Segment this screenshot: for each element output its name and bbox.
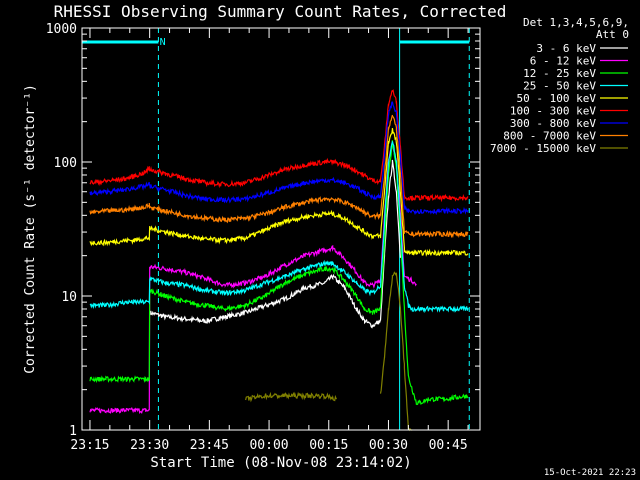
series-line (89, 140, 469, 406)
series-line (245, 271, 413, 432)
x-tick-label: 23:30 (130, 438, 169, 453)
chart-title: RHESSI Observing Summary Count Rates, Co… (54, 2, 507, 21)
legend-label: 25 - 50 keV (523, 80, 596, 93)
x-tick-label: 23:15 (70, 438, 109, 453)
x-tick-label: 23:45 (190, 438, 229, 453)
series-line (89, 114, 469, 239)
legend-label: 100 - 300 keV (510, 105, 596, 118)
y-tick-label: 100 (54, 156, 77, 171)
y-tick-label: 1000 (46, 22, 77, 37)
x-tick-label: 00:45 (429, 438, 468, 453)
legend-header-line2: Att 0 (596, 28, 629, 41)
legend-label: 12 - 25 keV (523, 67, 596, 80)
legend-label: 7000 - 15000 keV (490, 142, 596, 155)
series-line (149, 159, 401, 329)
x-axis: 23:15 23:30 23:45 00:00 00:15 00:30 00:45 (70, 28, 469, 453)
series-line (89, 128, 469, 257)
y-axis: 1 10 100 1000 (46, 22, 480, 439)
footer-date: 15-Oct-2021 22:23 (544, 468, 636, 478)
y-axis-label: Corrected Count Rate (s⁻¹ detector⁻¹) (23, 84, 38, 374)
series-line (89, 141, 469, 314)
x-tick-label: 00:30 (369, 438, 408, 453)
x-tick-label: 00:15 (309, 438, 348, 453)
legend-label: 50 - 100 keV (517, 92, 597, 105)
series-line (89, 141, 417, 415)
annotation-n: N (160, 37, 166, 48)
legend-label: 800 - 7000 keV (503, 130, 596, 143)
legend-label: 300 - 800 keV (510, 117, 596, 130)
y-tick-label: 1 (69, 424, 77, 439)
series-line (89, 101, 469, 216)
legend-label: 3 - 6 keV (536, 42, 596, 55)
x-tick-label: 00:00 (249, 438, 288, 453)
x-axis-label: Start Time (08-Nov-08 23:14:02) (150, 455, 411, 471)
legend-header-line1: Det 1,3,4,5,6,9, (523, 16, 629, 29)
legend-label: 6 - 12 keV (530, 55, 597, 68)
series-lines (89, 89, 469, 432)
plot-frame (81, 27, 481, 431)
series-line (89, 89, 469, 203)
y-tick-label: 10 (61, 290, 77, 305)
